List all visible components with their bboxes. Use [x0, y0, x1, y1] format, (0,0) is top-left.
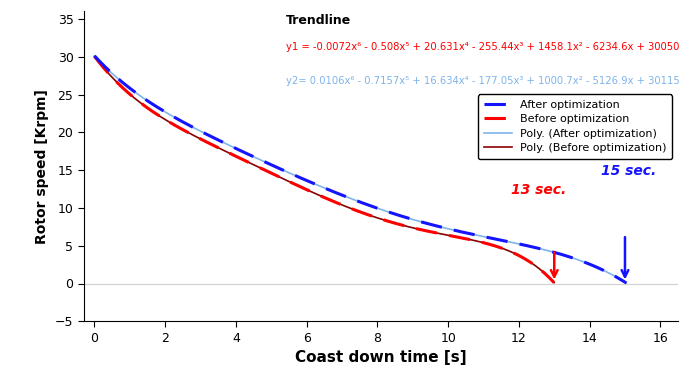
Legend: After optimization, Before optimization, Poly. (After optimization), Poly. (Befo: After optimization, Before optimization,… [478, 94, 672, 159]
Text: y2= 0.0106x⁶ - 0.7157x⁵ + 16.634x⁴ - 177.05x³ + 1000.7x² - 5126.9x + 30115: y2= 0.0106x⁶ - 0.7157x⁵ + 16.634x⁴ - 177… [286, 76, 679, 87]
Text: y1 = -0.0072x⁶ - 0.508x⁵ + 20.631x⁴ - 255.44x³ + 1458.1x² - 6234.6x + 30050: y1 = -0.0072x⁶ - 0.508x⁵ + 20.631x⁴ - 25… [286, 42, 679, 52]
Y-axis label: Rotor speed [Krpm]: Rotor speed [Krpm] [36, 89, 50, 244]
X-axis label: Coast down time [s]: Coast down time [s] [295, 350, 467, 365]
Text: 13 sec.: 13 sec. [511, 183, 566, 197]
Text: Trendline: Trendline [286, 14, 351, 28]
Text: 15 sec.: 15 sec. [601, 164, 656, 178]
